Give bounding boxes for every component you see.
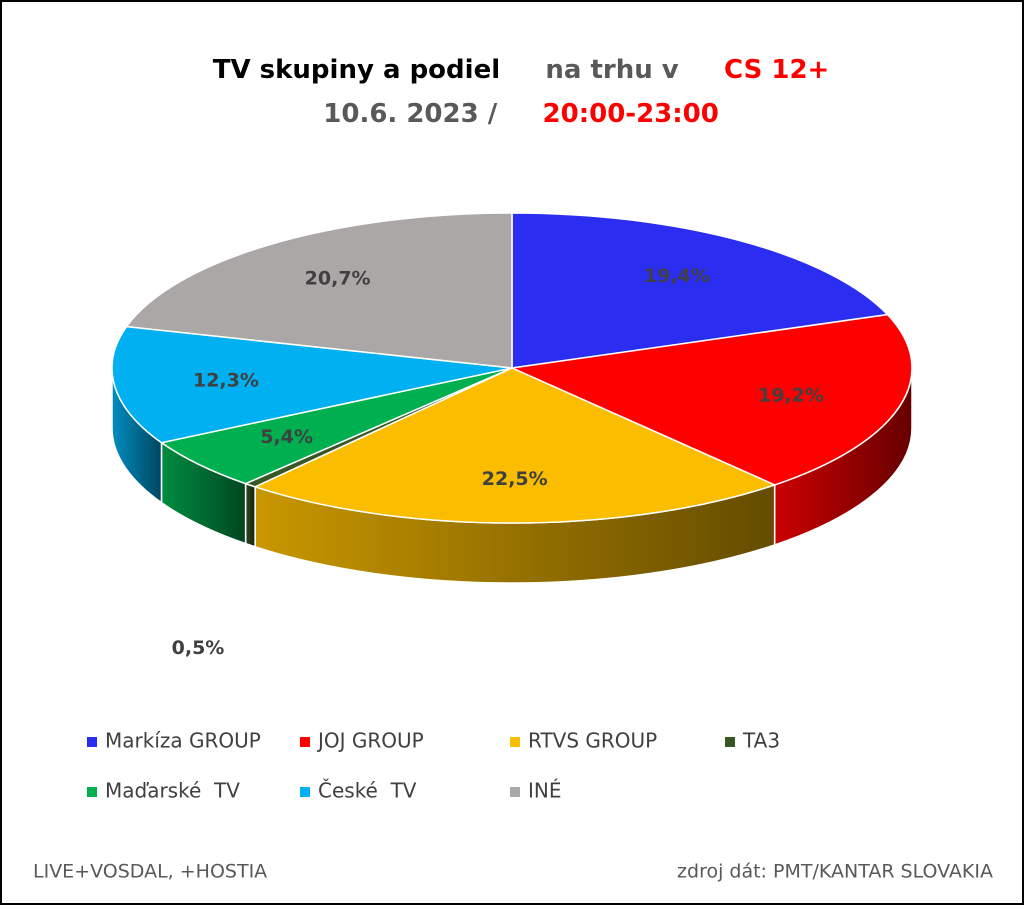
data-label: 0,5% (172, 637, 225, 659)
slice (511, 212, 890, 369)
legend-swatch (510, 787, 520, 797)
slice (509, 313, 913, 486)
data-label: 5,4% (260, 426, 313, 448)
subtitle-part: 10.6. 2023 / (323, 99, 497, 129)
note: LIVE+VOSDAL, +HOSTIA (33, 861, 267, 883)
chart-title: TV skupiny a podiel na trhu v CS 12+ (167, 55, 856, 85)
legend-swatch (300, 787, 310, 797)
legend-label: Markíza GROUP (105, 729, 261, 753)
legend-swatch (300, 737, 310, 747)
legend-label: TA3 (742, 729, 780, 753)
data-label: 20,7% (305, 268, 371, 290)
title-part: CS 12+ (724, 55, 829, 85)
legend-swatch (87, 737, 97, 747)
legend-swatch (725, 737, 735, 747)
subtitle-part: 20:00-23:00 (543, 99, 719, 129)
slice (111, 325, 513, 444)
title-part: na trhu v (545, 55, 678, 85)
title-part: TV skupiny a podiel (213, 55, 500, 85)
legend-label: JOJ GROUP (316, 729, 424, 753)
data-label: 19,2% (758, 384, 824, 406)
chart-subtitle: 10.6. 2023 / 20:00-23:00 (278, 99, 746, 129)
slice-side (244, 482, 256, 548)
legend-swatch (510, 737, 520, 747)
slice (125, 212, 513, 369)
note: zdroj dát: PMT/KANTAR SLOVAKIA (677, 861, 993, 883)
legend-swatch (87, 787, 97, 797)
slice (159, 367, 513, 485)
data-label: 12,3% (193, 369, 259, 391)
data-label: 22,5% (482, 468, 548, 490)
legend-label: RTVS GROUP (528, 729, 657, 753)
legend-label: České TV (318, 779, 417, 803)
data-label: 19,4% (644, 265, 710, 287)
legend-label: INÉ (528, 779, 562, 803)
slice (253, 367, 777, 524)
legend-label: Maďarské TV (105, 779, 240, 803)
